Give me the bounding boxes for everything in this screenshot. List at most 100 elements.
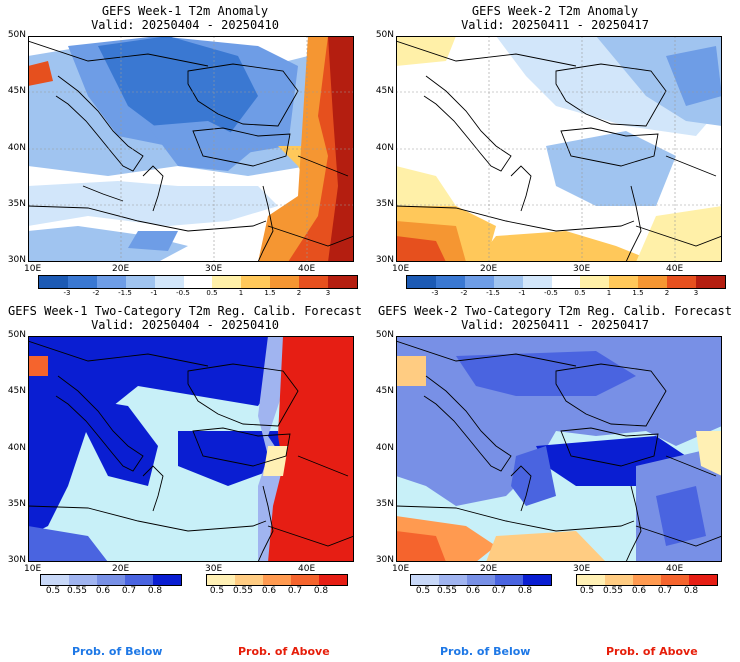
cb-swatch (467, 575, 495, 585)
lat-label-50n: 50N (7, 30, 26, 40)
cb-swatch (609, 276, 639, 288)
cb-swatch (638, 276, 668, 288)
lat-label-35n: 35N (375, 199, 394, 209)
panel-week2-anomaly: GEFS Week-2 T2m Anomaly Valid: 20250411 … (370, 0, 740, 300)
cb-tick: 0.5 (45, 586, 61, 596)
lon-label-30e: 30E (573, 564, 591, 574)
cb-swatch (96, 276, 126, 288)
lat-label-30n: 30N (375, 255, 394, 265)
cb-tick: -3 (63, 289, 71, 297)
cb-tick: 0.7 (121, 586, 137, 596)
cb-swatch (154, 276, 184, 288)
cb-swatch (207, 575, 235, 585)
panel-valid-dates: Valid: 20250404 - 20250410 (91, 318, 279, 332)
cb-tick: 0.5 (579, 586, 595, 596)
cb-tick: 0.55 (66, 586, 88, 596)
lon-label-40e: 40E (666, 564, 684, 574)
cb-tick: -1.5 (118, 289, 132, 297)
anomaly-colorbar-week1 (38, 275, 358, 289)
cb-tick: 0.8 (683, 586, 699, 596)
cb-tick: 1.5 (264, 289, 276, 297)
lon-label-20e: 20E (480, 264, 498, 274)
lon-label-30e: 30E (573, 264, 591, 274)
lat-label-45n: 45N (375, 86, 394, 96)
lat-label-30n: 30N (7, 255, 26, 265)
cb-swatch (667, 276, 697, 288)
cb-tick: -1 (518, 289, 526, 297)
lon-label-10e: 10E (392, 264, 410, 274)
anomaly-colorbar-week2 (406, 275, 726, 289)
cb-tick: 0.6 (465, 586, 481, 596)
cb-tick: 1 (238, 289, 244, 297)
lat-label-45n: 45N (7, 86, 26, 96)
cb-tick: 0.6 (95, 586, 111, 596)
lon-label-30e: 30E (205, 264, 223, 274)
cb-swatch (299, 276, 329, 288)
cb-tick: -3 (431, 289, 439, 297)
cb-swatch (270, 276, 300, 288)
cb-swatch (435, 276, 465, 288)
lat-label-45n: 45N (375, 386, 394, 396)
lon-label-10e: 10E (24, 264, 42, 274)
cb-swatch (522, 276, 552, 288)
cb-swatch (577, 575, 605, 585)
prob-above-colorbar-week2 (576, 574, 718, 586)
cb-tick: 2 (664, 289, 670, 297)
panel-week1-prob: GEFS Week-1 Two-Category T2m Reg. Calib.… (0, 300, 370, 600)
cb-swatch (291, 575, 319, 585)
lat-label-45n: 45N (7, 386, 26, 396)
panel-title: GEFS Week-1 Two-Category T2m Reg. Calib.… (7, 304, 362, 318)
panel-valid-dates: Valid: 20250411 - 20250417 (461, 318, 649, 332)
cb-tick: 0.55 (602, 586, 624, 596)
cb-swatch (319, 575, 347, 585)
cb-tick: -1.5 (486, 289, 500, 297)
lon-label-10e: 10E (24, 564, 42, 574)
panel-valid-dates: Valid: 20250404 - 20250410 (91, 18, 279, 32)
cb-swatch (97, 575, 125, 585)
lat-label-40n: 40N (7, 443, 26, 453)
cb-tick: 1.5 (632, 289, 644, 297)
panel-week1-anomaly: GEFS Week-1 T2m Anomaly Valid: 20250404 … (0, 0, 370, 300)
lat-label-40n: 40N (375, 143, 394, 153)
cb-swatch (689, 575, 717, 585)
map-week1-prob (28, 336, 354, 562)
lat-label-40n: 40N (375, 443, 394, 453)
lon-label-30e: 30E (205, 564, 223, 574)
cb-swatch (523, 575, 551, 585)
footer-prob-below-label-right: Prob. of Below (440, 645, 531, 658)
cb-tick: 1 (606, 289, 612, 297)
cb-swatch (125, 575, 153, 585)
cb-swatch (328, 276, 357, 288)
cb-swatch (493, 276, 523, 288)
cb-tick: 0.8 (147, 586, 163, 596)
cb-tick: -2 (460, 289, 468, 297)
cb-tick: 0.7 (657, 586, 673, 596)
cb-swatch (212, 276, 242, 288)
panel-title: GEFS Week-1 T2m Anomaly (101, 4, 269, 18)
lat-label-40n: 40N (7, 143, 26, 153)
cb-swatch (439, 575, 467, 585)
cb-tick: 3 (325, 289, 331, 297)
lon-label-20e: 20E (480, 564, 498, 574)
lat-label-30n: 30N (375, 555, 394, 565)
cb-swatch (263, 575, 291, 585)
cb-swatch (605, 575, 633, 585)
cb-swatch (411, 575, 439, 585)
lat-label-50n: 50N (375, 330, 394, 340)
cb-swatch (153, 575, 181, 585)
cb-swatch (407, 276, 436, 288)
cb-swatch (235, 575, 263, 585)
prob-below-colorbar-week1 (40, 574, 182, 586)
cb-swatch (551, 276, 581, 288)
lat-label-35n: 35N (7, 499, 26, 509)
cb-tick: 0.5 (209, 586, 225, 596)
footer-prob-above-label-right: Prob. of Above (606, 645, 698, 658)
cb-tick: -1 (150, 289, 158, 297)
cb-swatch (39, 276, 68, 288)
lon-label-20e: 20E (112, 564, 130, 574)
cb-swatch (495, 575, 523, 585)
cb-tick: 0.7 (491, 586, 507, 596)
cb-tick: 0.5 (574, 289, 586, 297)
lat-label-35n: 35N (7, 199, 26, 209)
footer-prob-above-label-left: Prob. of Above (238, 645, 330, 658)
